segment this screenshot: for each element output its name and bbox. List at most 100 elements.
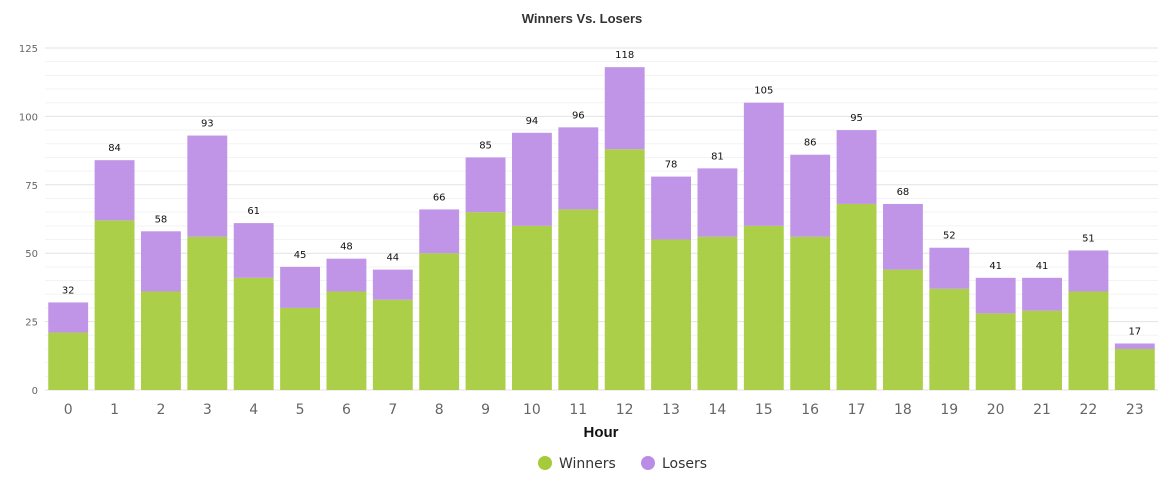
x-tick-label: 22 — [1080, 402, 1098, 418]
x-tick-label: 1 — [110, 402, 119, 418]
total-label-7: 44 — [386, 253, 399, 264]
bar-winners-17[interactable] — [836, 203, 877, 390]
x-tick-label: 19 — [940, 402, 958, 418]
total-label-14: 81 — [711, 151, 724, 162]
total-label-12: 118 — [615, 50, 634, 61]
x-tick-label: 0 — [64, 402, 73, 418]
legend-label-losers[interactable]: Losers — [662, 456, 707, 472]
bar-winners-12[interactable] — [604, 149, 645, 390]
x-tick-label: 20 — [987, 402, 1005, 418]
bar-winners-21[interactable] — [1022, 310, 1063, 390]
bar-losers-19[interactable] — [929, 247, 970, 289]
bar-losers-6[interactable] — [326, 258, 367, 292]
total-label-11: 96 — [572, 110, 585, 121]
total-label-13: 78 — [665, 160, 678, 171]
total-labels: 32 84 58 93 61 45 48 44 66 85 94 96 118 78 81 105 86 95 68… — [62, 50, 1141, 337]
y-tick-label: 50 — [25, 249, 38, 260]
bar-losers-16[interactable] — [790, 154, 831, 237]
bar-losers-14[interactable] — [697, 168, 738, 237]
total-label-23: 17 — [1128, 326, 1141, 337]
grid-lines — [45, 47, 1158, 391]
bars — [48, 67, 1155, 390]
bar-winners-10[interactable] — [511, 225, 552, 390]
bar-losers-17[interactable] — [836, 130, 877, 204]
total-label-6: 48 — [340, 242, 353, 253]
bar-losers-2[interactable] — [140, 231, 181, 292]
bar-losers-13[interactable] — [651, 176, 692, 240]
bar-winners-1[interactable] — [94, 220, 135, 390]
x-axis-label: Hour — [584, 424, 619, 441]
bar-losers-20[interactable] — [975, 277, 1016, 314]
bar-winners-22[interactable] — [1068, 291, 1109, 390]
total-label-2: 58 — [155, 214, 168, 225]
x-tick-label: 4 — [249, 402, 258, 418]
total-label-10: 94 — [526, 116, 539, 127]
bar-losers-12[interactable] — [604, 67, 645, 150]
bar-winners-0[interactable] — [48, 332, 89, 390]
total-label-9: 85 — [479, 140, 492, 151]
total-label-5: 45 — [294, 250, 307, 261]
bar-winners-11[interactable] — [558, 209, 599, 390]
x-tick-label: 17 — [848, 402, 866, 418]
x-tick-label: 10 — [523, 402, 541, 418]
bar-losers-11[interactable] — [558, 127, 599, 210]
bar-winners-19[interactable] — [929, 288, 970, 390]
total-label-8: 66 — [433, 192, 446, 203]
chart-title: Winners Vs. Losers — [522, 11, 643, 26]
bar-losers-15[interactable] — [743, 102, 784, 226]
y-tick-label: 25 — [25, 318, 38, 329]
bar-winners-6[interactable] — [326, 291, 367, 390]
bar-winners-15[interactable] — [743, 225, 784, 390]
y-tick-label: 75 — [25, 181, 38, 192]
bar-winners-3[interactable] — [187, 236, 228, 390]
bar-losers-1[interactable] — [94, 160, 135, 221]
bar-winners-4[interactable] — [233, 277, 274, 390]
bar-losers-8[interactable] — [419, 209, 460, 254]
bar-winners-2[interactable] — [140, 291, 181, 390]
x-tick-label: 11 — [569, 402, 587, 418]
x-tick-label: 16 — [801, 402, 819, 418]
bar-winners-20[interactable] — [975, 313, 1016, 390]
legend-marker-losers[interactable] — [641, 456, 655, 470]
total-label-15: 105 — [754, 86, 773, 97]
bar-losers-18[interactable] — [882, 203, 923, 270]
bar-losers-23[interactable] — [1114, 343, 1155, 349]
bar-winners-16[interactable] — [790, 236, 831, 390]
legend-marker-winners[interactable] — [538, 456, 552, 470]
bar-winners-7[interactable] — [372, 299, 413, 390]
x-tick-label: 3 — [203, 402, 212, 418]
x-tick-label: 9 — [481, 402, 490, 418]
x-tick-label: 21 — [1033, 402, 1051, 418]
bar-losers-21[interactable] — [1022, 277, 1063, 311]
total-label-20: 41 — [989, 261, 1002, 272]
total-label-21: 41 — [1036, 261, 1049, 272]
y-tick-label: 100 — [19, 112, 38, 123]
x-tick-label: 13 — [662, 402, 680, 418]
x-tick-label: 18 — [894, 402, 912, 418]
total-label-17: 95 — [850, 113, 863, 124]
y-tick-label: 0 — [32, 386, 38, 397]
x-tick-label: 6 — [342, 402, 351, 418]
bar-losers-9[interactable] — [465, 157, 506, 213]
total-label-18: 68 — [897, 187, 910, 198]
y-tick-label: 125 — [19, 44, 38, 55]
bar-losers-10[interactable] — [511, 132, 552, 226]
bar-winners-18[interactable] — [882, 269, 923, 390]
bar-winners-8[interactable] — [419, 253, 460, 390]
bar-losers-3[interactable] — [187, 135, 228, 237]
bar-losers-7[interactable] — [372, 269, 413, 300]
x-tick-label: 12 — [616, 402, 634, 418]
legend-label-winners[interactable]: Winners — [559, 456, 616, 472]
bar-winners-14[interactable] — [697, 236, 738, 390]
total-label-0: 32 — [62, 285, 75, 296]
bar-losers-4[interactable] — [233, 223, 274, 278]
bar-winners-5[interactable] — [280, 307, 321, 390]
bar-losers-5[interactable] — [280, 266, 321, 308]
bar-losers-22[interactable] — [1068, 250, 1109, 292]
bar-winners-13[interactable] — [651, 239, 692, 390]
x-axis: 0 1 2 3 4 5 6 7 8 9 10 11 12 13 14 15 16 17 18 19 20 21 22 23 — [64, 402, 1144, 418]
bar-winners-23[interactable] — [1114, 348, 1155, 390]
bar-winners-9[interactable] — [465, 212, 506, 390]
bar-losers-0[interactable] — [48, 302, 89, 333]
